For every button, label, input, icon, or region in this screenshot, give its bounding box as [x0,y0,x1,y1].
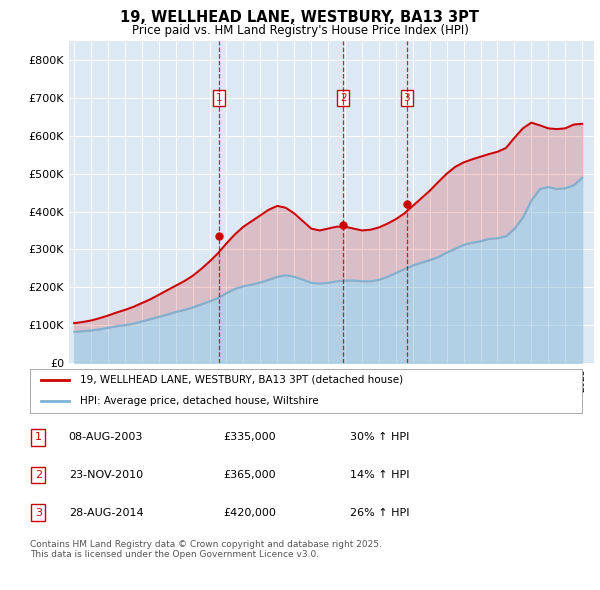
Text: 14% ↑ HPI: 14% ↑ HPI [350,470,410,480]
Text: 30% ↑ HPI: 30% ↑ HPI [350,432,410,442]
Text: 19, WELLHEAD LANE, WESTBURY, BA13 3PT (detached house): 19, WELLHEAD LANE, WESTBURY, BA13 3PT (d… [80,375,403,385]
Text: Contains HM Land Registry data © Crown copyright and database right 2025.
This d: Contains HM Land Registry data © Crown c… [30,540,382,559]
Text: 3: 3 [35,508,42,517]
Text: 23-NOV-2010: 23-NOV-2010 [68,470,143,480]
Text: £335,000: £335,000 [223,432,276,442]
Text: HPI: Average price, detached house, Wiltshire: HPI: Average price, detached house, Wilt… [80,396,319,405]
Text: 19, WELLHEAD LANE, WESTBURY, BA13 3PT: 19, WELLHEAD LANE, WESTBURY, BA13 3PT [121,10,479,25]
Text: 2: 2 [340,93,346,103]
Text: 2: 2 [35,470,42,480]
Text: 1: 1 [216,93,223,103]
Text: 1: 1 [35,432,42,442]
Text: 3: 3 [403,93,410,103]
Text: £365,000: £365,000 [223,470,276,480]
Text: 08-AUG-2003: 08-AUG-2003 [68,432,143,442]
Text: 28-AUG-2014: 28-AUG-2014 [68,508,143,517]
Text: £420,000: £420,000 [223,508,276,517]
Text: Price paid vs. HM Land Registry's House Price Index (HPI): Price paid vs. HM Land Registry's House … [131,24,469,37]
Text: 26% ↑ HPI: 26% ↑ HPI [350,508,410,517]
